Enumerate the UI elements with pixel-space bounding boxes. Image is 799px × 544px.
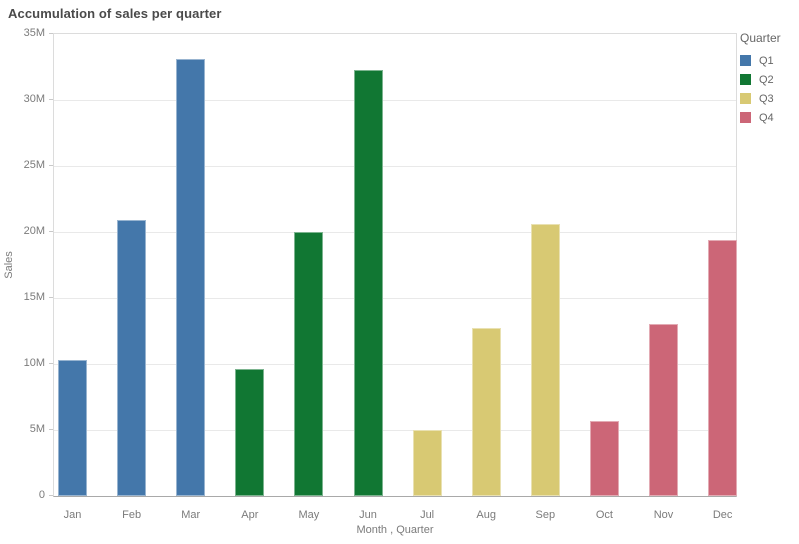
legend-item-q2[interactable]: Q2 xyxy=(740,70,798,89)
x-tick-label-apr: Apr xyxy=(241,509,259,521)
y-tick-mark-5M xyxy=(49,429,53,430)
y-tick-label-25M: 25M xyxy=(23,159,45,171)
y-axis-title: Sales xyxy=(3,251,15,279)
bar-mar[interactable] xyxy=(176,59,206,496)
bar-jan[interactable] xyxy=(58,360,87,496)
x-tick-label-aug: Aug xyxy=(476,509,496,521)
x-tick-label-feb: Feb xyxy=(122,509,142,521)
y-tick-label-30M: 30M xyxy=(23,93,45,105)
legend-item-q4[interactable]: Q4 xyxy=(740,108,798,127)
legend-label-q2: Q2 xyxy=(759,73,774,86)
legend: Quarter Q1 Q2 Q3 Q4 xyxy=(740,31,798,127)
legend-label-q4: Q4 xyxy=(759,111,774,124)
gridline-30M xyxy=(54,100,736,101)
plot-area xyxy=(53,33,738,497)
x-tick-label-jul: Jul xyxy=(420,509,435,521)
y-tick-label-0: 0 xyxy=(38,489,45,501)
y-tick-mark-25M xyxy=(49,165,53,166)
gridline-10M xyxy=(54,364,736,365)
gridline-25M xyxy=(54,166,736,167)
y-tick-mark-20M xyxy=(49,231,53,232)
y-tick-label-10M: 10M xyxy=(23,357,45,369)
gridline-5M xyxy=(54,430,736,431)
x-tick-label-sep: Sep xyxy=(535,509,556,521)
gridline-15M xyxy=(54,298,736,299)
legend-swatch-q1 xyxy=(740,55,751,66)
bar-oct[interactable] xyxy=(589,420,619,496)
legend-label-q3: Q3 xyxy=(759,92,774,105)
x-tick-label-nov: Nov xyxy=(653,509,674,521)
y-tick-label-35M: 35M xyxy=(23,27,45,39)
y-tick-mark-10M xyxy=(49,363,53,364)
bar-may[interactable] xyxy=(294,232,324,496)
x-tick-label-dec: Dec xyxy=(712,509,733,521)
legend-swatch-q4 xyxy=(740,112,751,123)
y-tick-mark-30M xyxy=(49,99,53,100)
bar-apr[interactable] xyxy=(235,369,265,496)
y-tick-label-20M: 20M xyxy=(23,225,45,237)
bar-dec[interactable] xyxy=(708,239,738,496)
x-tick-label-may: May xyxy=(298,509,320,521)
legend-label-q1: Q1 xyxy=(759,54,774,67)
legend-item-q1[interactable]: Q1 xyxy=(740,51,798,70)
y-tick-mark-35M xyxy=(49,33,53,34)
legend-swatch-q2 xyxy=(740,74,751,85)
bar-nov[interactable] xyxy=(649,324,678,496)
legend-swatch-q3 xyxy=(740,93,751,104)
x-tick-label-oct: Oct xyxy=(595,509,613,521)
legend-title: Quarter xyxy=(740,31,781,45)
bar-feb[interactable] xyxy=(117,220,147,496)
x-tick-label-jun: Jun xyxy=(359,509,377,521)
x-axis-title: Month , Quarter xyxy=(356,524,434,536)
bar-jul[interactable] xyxy=(412,430,442,496)
legend-item-q3[interactable]: Q3 xyxy=(740,89,798,108)
y-tick-mark-15M xyxy=(49,297,53,298)
chart-title: Accumulation of sales per quarter xyxy=(8,6,222,21)
legend-items: Q1 Q2 Q3 Q4 xyxy=(740,51,798,127)
bar-jun[interactable] xyxy=(353,69,383,496)
bar-aug[interactable] xyxy=(471,328,501,496)
y-tick-label-15M: 15M xyxy=(23,291,45,303)
y-tick-label-5M: 5M xyxy=(29,423,45,435)
bar-sep[interactable] xyxy=(530,224,560,496)
x-tick-label-mar: Mar xyxy=(181,509,201,521)
x-tick-label-jan: Jan xyxy=(63,509,82,521)
y-tick-mark-0 xyxy=(49,495,53,496)
gridline-20M xyxy=(54,232,736,233)
